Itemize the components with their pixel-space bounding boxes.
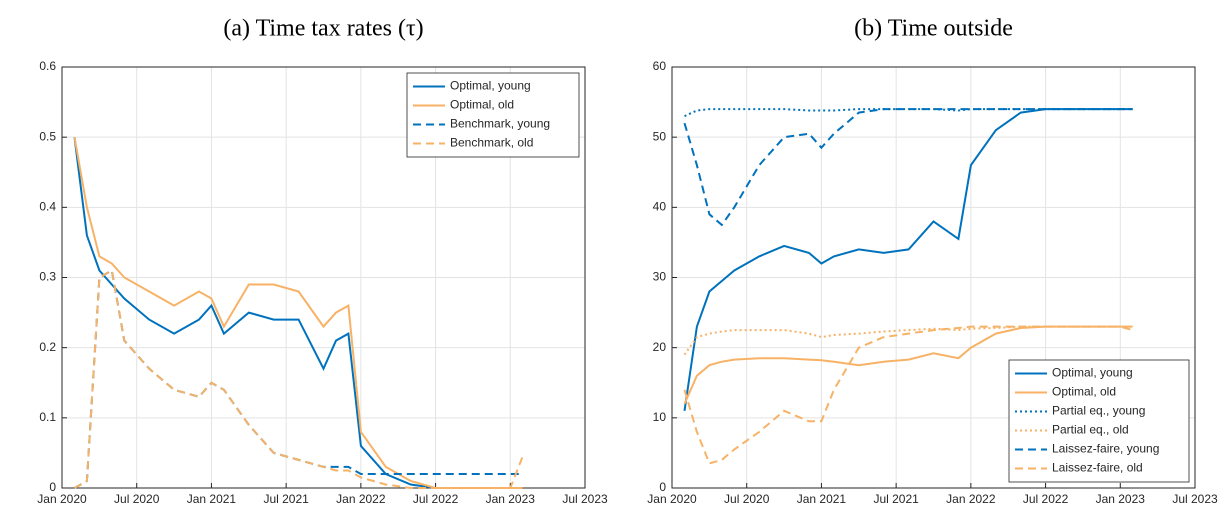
x-tick-label: Jul 2021 bbox=[263, 492, 309, 506]
x-tick-label: Jul 2023 bbox=[1172, 492, 1218, 506]
axes-box bbox=[671, 66, 1196, 489]
y-tick-label: 0.6 bbox=[39, 59, 56, 73]
chart-title: (b) Time outside bbox=[854, 16, 1013, 42]
y-tick-label: 0.1 bbox=[39, 410, 56, 424]
x-tick-label: Jan 2020 bbox=[37, 492, 87, 506]
x-tick-label: Jan 2022 bbox=[336, 492, 386, 506]
series-line bbox=[73, 137, 523, 489]
x-tick-label: Jan 2021 bbox=[797, 492, 847, 506]
series-line bbox=[74, 268, 523, 489]
x-tick-label: Jul 2020 bbox=[724, 492, 770, 506]
y-tick-label: 30 bbox=[653, 270, 667, 284]
legend-label: Optimal, young bbox=[1052, 366, 1133, 380]
series-line bbox=[73, 137, 523, 489]
y-tick-label: 60 bbox=[653, 59, 667, 73]
y-tick-label: 20 bbox=[653, 340, 667, 354]
x-tick-label: Jul 2022 bbox=[1023, 492, 1069, 506]
y-tick-label: 0.5 bbox=[39, 129, 56, 143]
panel: (b) Time outside 0 10 20 30 40 50 60 Jan 2020 Jul… bbox=[647, 16, 1218, 507]
x-tick-label: Jul 2022 bbox=[413, 492, 459, 506]
y-tick-label: 0.2 bbox=[39, 340, 56, 354]
legend-label: Optimal, young bbox=[450, 79, 531, 93]
x-tick-label: Jul 2023 bbox=[562, 492, 608, 506]
y-tick-label: 0.4 bbox=[39, 200, 56, 214]
x-tick-label: Jan 2021 bbox=[187, 492, 237, 506]
x-tick-label: Jul 2020 bbox=[114, 492, 160, 506]
legend-label: Optimal, old bbox=[450, 98, 514, 112]
legend-label: Benchmark, young bbox=[450, 117, 550, 131]
y-tick-label: 50 bbox=[653, 129, 667, 143]
y-tick-label: 10 bbox=[653, 410, 667, 424]
legend-label: Partial eq., old bbox=[1052, 423, 1129, 437]
x-tick-label: Jul 2021 bbox=[873, 492, 919, 506]
chart-title: (a) Time tax rates (τ) bbox=[223, 16, 423, 42]
y-tick-label: 0 bbox=[49, 480, 56, 494]
x-tick-label: Jan 2023 bbox=[486, 492, 536, 506]
series-line bbox=[74, 268, 524, 489]
legend-box bbox=[1008, 359, 1190, 483]
series-line bbox=[683, 325, 1133, 356]
series-line bbox=[684, 108, 1133, 118]
x-tick-label: Jan 2020 bbox=[647, 492, 697, 506]
legend-label: Laissez-faire, old bbox=[1052, 461, 1143, 475]
series-line bbox=[683, 325, 1133, 465]
series-line bbox=[683, 108, 1133, 227]
axes-box bbox=[61, 66, 586, 489]
legend-label: Benchmark, old bbox=[450, 136, 533, 150]
legend-label: Laissez-faire, young bbox=[1052, 442, 1159, 456]
panel: (a) Time tax rates (τ) 0 0.1 0.2 0.3 0.4 0.5 0.… bbox=[37, 16, 608, 507]
legend-label: Optimal, old bbox=[1052, 385, 1116, 399]
x-tick-label: Jan 2023 bbox=[1096, 492, 1146, 506]
legend: Optimal, young Optimal, old Partial eq., y… bbox=[1008, 359, 1190, 483]
x-tick-label: Jan 2022 bbox=[946, 492, 996, 506]
legend-label: Partial eq., young bbox=[1052, 404, 1145, 418]
y-tick-label: 0 bbox=[659, 480, 666, 494]
y-tick-label: 0.3 bbox=[39, 270, 56, 284]
y-tick-label: 40 bbox=[653, 200, 667, 214]
legend: Optimal, young Optimal, old Benchmark, you… bbox=[406, 72, 580, 158]
